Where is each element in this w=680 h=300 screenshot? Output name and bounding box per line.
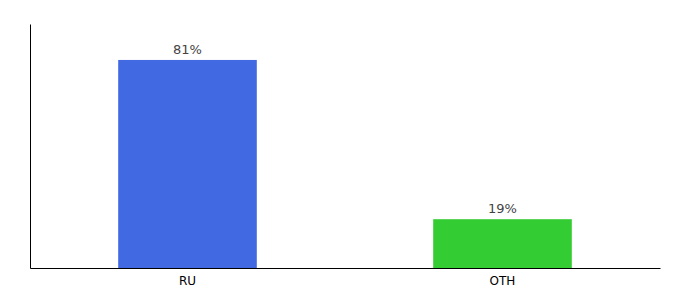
x-axis: RU OTH bbox=[31, 269, 661, 288]
x-tick: OTH bbox=[490, 274, 516, 288]
bars bbox=[118, 60, 572, 268]
data-labels: 81% 19% bbox=[173, 42, 517, 216]
x-axis-line bbox=[31, 268, 661, 269]
bar bbox=[118, 60, 257, 268]
y-axis bbox=[30, 25, 31, 269]
data-label: 81% bbox=[173, 42, 202, 57]
x-tick: RU bbox=[179, 274, 196, 288]
bar bbox=[433, 219, 572, 268]
x-tick-label: OTH bbox=[490, 274, 516, 288]
x-tick-label: RU bbox=[179, 274, 196, 288]
y-axis-line bbox=[30, 25, 31, 269]
data-label: 19% bbox=[488, 201, 517, 216]
plot: RU OTH 81% 19% bbox=[31, 25, 661, 288]
chart: RU OTH 81% 19% bbox=[0, 0, 680, 300]
